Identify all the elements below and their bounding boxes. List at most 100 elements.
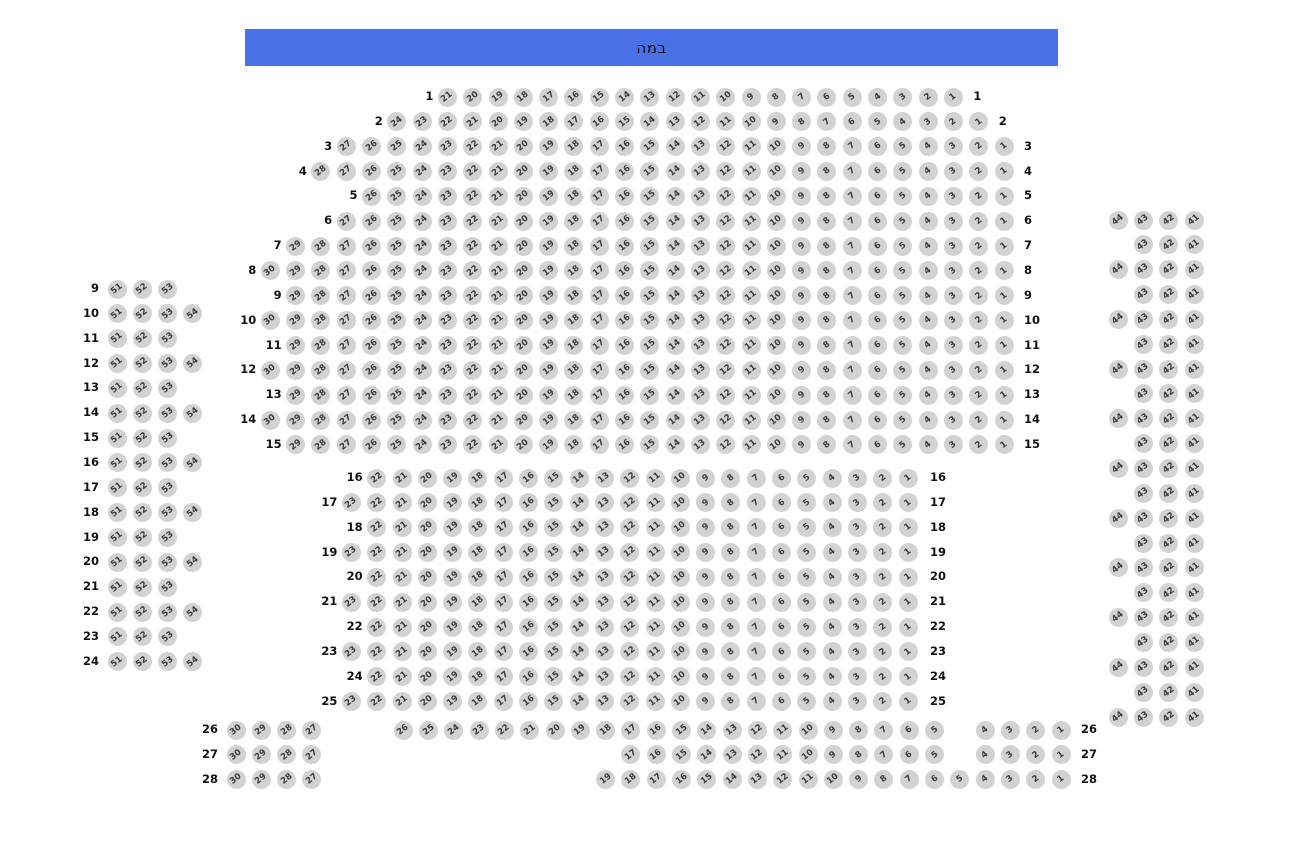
seat[interactable]: 9 <box>792 336 812 355</box>
seat[interactable]: 17 <box>493 543 513 563</box>
seat[interactable]: 21 <box>488 311 508 331</box>
seat[interactable]: 22 <box>367 543 387 563</box>
seat[interactable]: 51 <box>107 652 127 672</box>
seat[interactable]: 6 <box>772 567 791 587</box>
seat[interactable]: 15 <box>544 667 564 687</box>
seat[interactable]: 51 <box>107 552 127 572</box>
seat[interactable]: 10 <box>670 543 690 563</box>
seat[interactable]: 26 <box>362 162 381 182</box>
seat[interactable]: 11 <box>645 543 665 563</box>
seat[interactable]: 21 <box>392 493 412 513</box>
seat[interactable]: 23 <box>437 162 457 182</box>
seat[interactable]: 43 <box>1133 657 1153 677</box>
seat[interactable]: 27 <box>336 311 356 331</box>
seat[interactable]: 6 <box>925 770 944 790</box>
seat[interactable]: 29 <box>251 745 271 765</box>
seat[interactable]: 10 <box>766 435 786 455</box>
seat[interactable]: 18 <box>468 468 488 488</box>
seat[interactable]: 25 <box>387 137 407 157</box>
seat[interactable]: 13 <box>690 385 710 405</box>
seat[interactable]: 12 <box>665 87 685 107</box>
seat[interactable]: 41 <box>1184 260 1204 280</box>
seat[interactable]: 44 <box>1108 657 1128 677</box>
seat[interactable]: 13 <box>594 468 614 488</box>
seat[interactable]: 17 <box>493 518 513 538</box>
seat[interactable]: 1 <box>898 468 918 488</box>
seat[interactable]: 9 <box>766 112 786 132</box>
seat[interactable]: 41 <box>1184 533 1204 553</box>
seat[interactable]: 6 <box>868 261 887 281</box>
seat[interactable]: 51 <box>107 428 127 448</box>
seat[interactable]: 16 <box>615 261 634 281</box>
seat[interactable]: 24 <box>412 410 432 430</box>
seat[interactable]: 8 <box>817 186 837 206</box>
seat[interactable]: 16 <box>519 468 538 488</box>
seat[interactable]: 2 <box>969 410 989 430</box>
seat[interactable]: 19 <box>443 592 463 612</box>
seat[interactable]: 8 <box>721 493 741 513</box>
seat[interactable]: 43 <box>1133 260 1153 280</box>
seat[interactable]: 12 <box>716 261 736 281</box>
seat[interactable]: 15 <box>640 311 660 331</box>
seat[interactable]: 42 <box>1159 459 1179 478</box>
seat[interactable]: 17 <box>539 87 559 107</box>
seat[interactable]: 21 <box>392 617 412 637</box>
seat[interactable]: 42 <box>1159 682 1179 702</box>
seat[interactable]: 1 <box>898 617 918 637</box>
seat[interactable]: 53 <box>158 453 178 473</box>
seat[interactable]: 3 <box>943 336 963 355</box>
seat[interactable]: 3 <box>847 642 867 662</box>
seat[interactable]: 22 <box>367 518 387 538</box>
seat[interactable]: 7 <box>746 468 766 488</box>
seat[interactable]: 28 <box>311 410 331 430</box>
seat[interactable]: 27 <box>302 745 322 765</box>
seat[interactable]: 11 <box>645 468 665 488</box>
seat[interactable]: 4 <box>918 236 938 256</box>
seat[interactable]: 6 <box>772 543 791 563</box>
seat[interactable]: 7 <box>842 410 862 430</box>
seat[interactable]: 23 <box>437 336 457 355</box>
seat[interactable]: 3 <box>847 592 867 612</box>
seat[interactable]: 16 <box>615 186 634 206</box>
seat[interactable]: 19 <box>488 87 508 107</box>
seat[interactable]: 10 <box>670 592 690 612</box>
seat[interactable]: 15 <box>589 87 609 107</box>
seat[interactable]: 23 <box>437 410 457 430</box>
seat[interactable]: 16 <box>519 543 538 563</box>
seat[interactable]: 44 <box>1108 707 1128 727</box>
seat[interactable]: 41 <box>1184 434 1204 454</box>
seat[interactable]: 52 <box>132 602 152 622</box>
seat[interactable]: 8 <box>721 543 741 563</box>
seat[interactable]: 3 <box>1000 720 1020 740</box>
seat[interactable]: 13 <box>594 642 614 662</box>
seat[interactable]: 54 <box>183 403 203 423</box>
seat[interactable]: 13 <box>690 336 710 355</box>
seat[interactable]: 15 <box>640 410 660 430</box>
seat[interactable]: 14 <box>697 720 717 740</box>
seat[interactable]: 42 <box>1159 533 1179 553</box>
seat[interactable]: 15 <box>544 567 564 587</box>
seat[interactable]: 6 <box>772 592 791 612</box>
seat[interactable]: 13 <box>690 186 710 206</box>
seat[interactable]: 11 <box>645 592 665 612</box>
seat[interactable]: 1 <box>1051 745 1071 765</box>
seat[interactable]: 9 <box>696 493 716 513</box>
seat[interactable]: 23 <box>437 186 457 206</box>
seat[interactable]: 53 <box>158 304 178 324</box>
seat[interactable]: 25 <box>387 211 407 231</box>
seat[interactable]: 51 <box>107 602 127 622</box>
seat[interactable]: 13 <box>690 236 710 256</box>
seat[interactable]: 29 <box>286 286 306 306</box>
seat[interactable]: 16 <box>519 617 538 637</box>
seat[interactable]: 19 <box>539 286 559 306</box>
seat[interactable]: 24 <box>412 311 432 331</box>
seat[interactable]: 15 <box>640 162 660 182</box>
seat[interactable]: 11 <box>773 720 793 740</box>
seat[interactable]: 8 <box>817 211 837 231</box>
seat[interactable]: 11 <box>741 410 761 430</box>
seat[interactable]: 9 <box>792 162 812 182</box>
seat[interactable]: 23 <box>437 261 457 281</box>
seat[interactable]: 6 <box>842 112 862 132</box>
seat[interactable]: 43 <box>1133 434 1153 454</box>
seat[interactable]: 41 <box>1184 483 1204 503</box>
